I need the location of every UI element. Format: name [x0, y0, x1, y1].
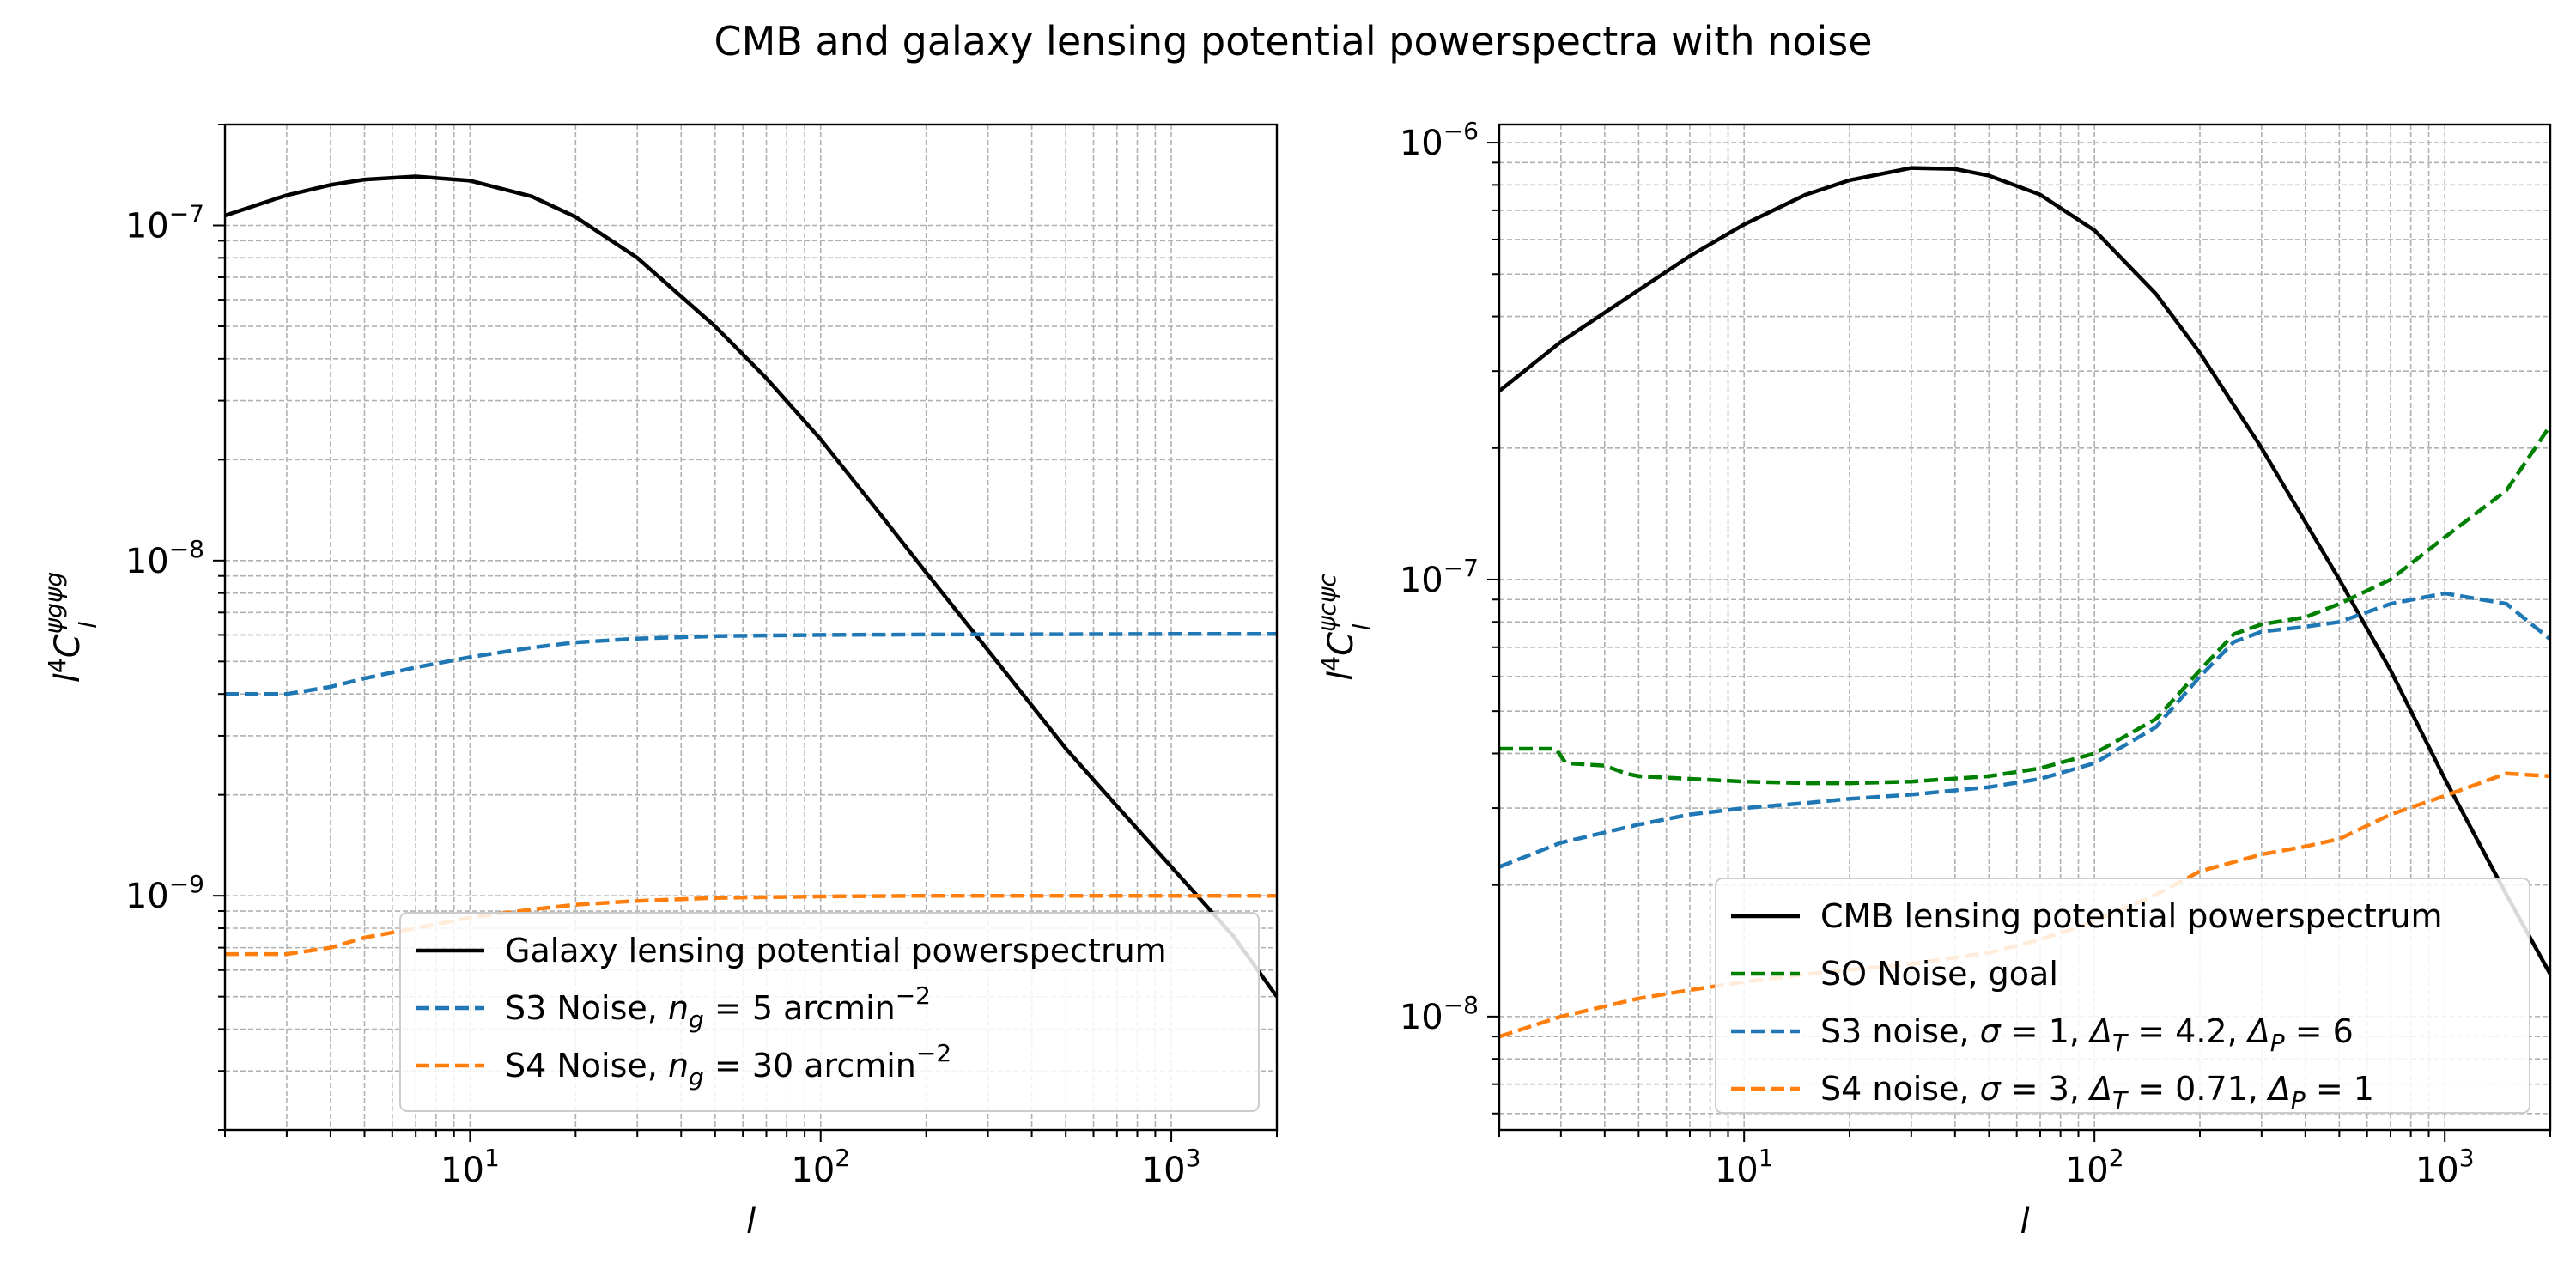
series-line-2 [1499, 591, 2550, 869]
y-tick-label: 10−9 [125, 870, 204, 916]
chart-panel-galaxy: 101 102 103 10−9 10−8 10−7 l l4Cψgψg l Galaxy len… [39, 123, 1279, 1242]
y-tick-label: 10−7 [1400, 554, 1479, 600]
y-tick-label: 10−8 [1400, 991, 1479, 1037]
series-group [225, 174, 1277, 999]
figure-title: CMB and galaxy lensing potential powersp… [714, 18, 1872, 64]
x-tick-label: 101 [440, 1144, 500, 1190]
legend-entry-0: CMB lensing potential powerspectrum [1820, 897, 2443, 935]
series-line-1 [1499, 424, 2550, 786]
y-tick-label: 10−6 [1400, 117, 1479, 163]
x-tick-label: 102 [2065, 1144, 2124, 1190]
legend: Galaxy lensing potential powerspectrum S3… [399, 912, 1260, 1112]
legend-entry-1: SO Noise, goal [1820, 955, 2058, 993]
x-tick-label: 101 [1715, 1144, 1774, 1190]
plot-frame [1498, 123, 2552, 1132]
legend-entry-1: S3 Noise, ng = 5 arcmin−2 [505, 981, 931, 1034]
series-line-2 [225, 893, 1277, 957]
legend-entry-0: Galaxy lensing potential powerspectrum [505, 932, 1167, 969]
series-line-0 [225, 174, 1277, 999]
y-tick-label: 10−7 [125, 200, 204, 246]
legend-entry-2: S4 Noise, ng = 30 arcmin−2 [505, 1039, 951, 1091]
legend: CMB lensing potential powerspectrum SO No… [1715, 878, 2530, 1115]
y-tick-label: 10−8 [125, 535, 204, 581]
legend-box [1715, 878, 2530, 1114]
chart-panel-cmb: 101 102 103 10−8 10−7 10−6 l l4Cψcψc l CMB lensin… [1313, 117, 2552, 1242]
legend-entry-2: S3 noise, σ = 1, ΔT = 4.2, ΔP = 6 [1820, 1012, 2354, 1057]
x-tick-label: 102 [791, 1144, 850, 1190]
x-tick-label: 103 [1142, 1144, 1201, 1190]
x-axis-label: l [746, 1202, 756, 1242]
y-axis-label: l4Cψcψc l [1313, 574, 1376, 681]
y-axis-label: l4Cψgψg l [39, 572, 102, 683]
plot-frame [223, 123, 1279, 1132]
legend-box [399, 912, 1260, 1112]
x-tick-label: 103 [2415, 1144, 2475, 1190]
series-line-0 [1499, 166, 2550, 975]
series-line-1 [225, 632, 1277, 696]
legend-entry-3: S4 noise, σ = 3, ΔT = 0.71, ΔP = 1 [1820, 1070, 2374, 1115]
x-axis-label: l [2020, 1202, 2029, 1242]
